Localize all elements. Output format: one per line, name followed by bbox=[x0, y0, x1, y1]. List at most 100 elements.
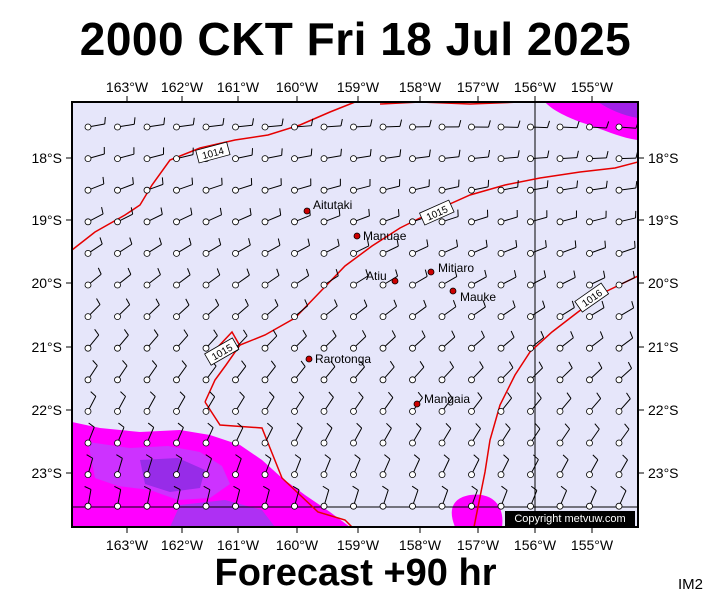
wind-barb-station bbox=[202, 186, 210, 194]
wind-barb-feather bbox=[143, 485, 151, 490]
wind-barb-station bbox=[468, 376, 475, 384]
wind-barb-station bbox=[84, 155, 92, 163]
lat-label: 19°S bbox=[31, 212, 62, 228]
wind-barb-feather bbox=[130, 207, 134, 215]
wind-barb-station bbox=[320, 313, 328, 321]
wind-barb-station bbox=[114, 502, 121, 510]
place-marker-atiu bbox=[391, 277, 399, 285]
wind-barb-feather bbox=[354, 454, 361, 460]
wind-barb-station bbox=[173, 439, 180, 447]
wind-barb-feather bbox=[338, 208, 341, 216]
place-marker-manuae bbox=[353, 232, 361, 240]
wind-barb-feather bbox=[485, 239, 488, 247]
rain-area-northeast-core bbox=[598, 102, 638, 118]
wind-barb-station bbox=[615, 249, 623, 257]
wind-barb-station bbox=[84, 313, 92, 321]
wind-barb-station bbox=[409, 344, 416, 352]
wind-barb-feather bbox=[94, 329, 100, 336]
wind-barb-feather bbox=[590, 485, 597, 492]
wind-barb-feather bbox=[530, 485, 538, 491]
wind-barb-feather bbox=[239, 391, 245, 398]
wind-barb-feather bbox=[213, 329, 218, 336]
wind-barb-feather bbox=[215, 298, 220, 306]
wind-barb-feather bbox=[517, 120, 521, 128]
place-label-atiu: Atiu bbox=[366, 269, 387, 283]
wind-barb-feather bbox=[576, 120, 580, 128]
wind-barb-station bbox=[527, 155, 534, 163]
wind-barb-feather bbox=[324, 454, 331, 460]
wind-barb-feather bbox=[570, 331, 574, 338]
wind-barb-feather bbox=[547, 120, 551, 128]
wind-barb-station bbox=[350, 249, 357, 257]
lon-label: 162°W bbox=[161, 537, 204, 553]
wind-barb-station bbox=[173, 313, 180, 321]
wind-barb-feather bbox=[393, 299, 398, 307]
lon-label: 161°W bbox=[217, 537, 260, 553]
wind-barb-feather bbox=[125, 298, 131, 305]
wind-barb-station bbox=[143, 155, 151, 163]
wind-barb-station bbox=[527, 471, 534, 479]
wind-barb-station bbox=[320, 186, 328, 194]
wind-barb-station bbox=[202, 376, 210, 384]
wind-barb-feather bbox=[102, 176, 105, 184]
wind-barb-feather bbox=[423, 299, 427, 307]
lat-label: 21°S bbox=[31, 339, 62, 355]
lon-label: 162°W bbox=[161, 79, 204, 95]
wind-barb-feather bbox=[310, 118, 314, 126]
wind-barb-station bbox=[143, 502, 151, 510]
wind-barb-station bbox=[556, 186, 564, 194]
wind-barb-station bbox=[173, 281, 180, 289]
wind-barb-station bbox=[468, 281, 475, 289]
wind-barb-station bbox=[586, 407, 593, 415]
wind-barb-station bbox=[291, 218, 298, 226]
wind-barb-feather bbox=[237, 422, 244, 429]
wind-barb-feather bbox=[576, 180, 579, 188]
wind-barb-feather bbox=[328, 391, 334, 398]
wind-barb-feather bbox=[181, 360, 187, 367]
wind-barb-station bbox=[556, 281, 564, 289]
wind-barb-feather bbox=[120, 391, 126, 397]
wind-barb-feather bbox=[153, 329, 159, 336]
wind-barb-station bbox=[556, 249, 564, 257]
wind-barb-feather bbox=[277, 238, 281, 246]
wind-barb-feather bbox=[161, 177, 164, 185]
wind-barb-station bbox=[261, 186, 269, 194]
wind-barb-station bbox=[173, 344, 180, 352]
wind-barb-feather bbox=[96, 298, 101, 305]
wind-barb-feather bbox=[104, 117, 106, 125]
wind-barb-station bbox=[438, 249, 446, 257]
wind-barb-feather bbox=[361, 330, 367, 337]
wind-barb-station bbox=[173, 502, 180, 510]
wind-barb-station bbox=[143, 407, 151, 415]
wind-barb-feather bbox=[545, 240, 547, 248]
wind-barb-feather bbox=[248, 238, 251, 246]
wind-barb-station bbox=[586, 313, 593, 321]
wind-barb-station bbox=[586, 344, 593, 352]
wind-barb-feather bbox=[421, 330, 426, 338]
forecast-label: Forecast +90 hr bbox=[214, 552, 497, 594]
wind-barb-station bbox=[438, 502, 446, 510]
wind-barb-feather bbox=[276, 268, 280, 276]
wind-barb-feather bbox=[505, 423, 511, 430]
wind-barb-station bbox=[409, 123, 416, 131]
lon-label: 159°W bbox=[337, 79, 380, 95]
wind-barb-feather bbox=[326, 422, 333, 429]
wind-barb-feather bbox=[458, 149, 461, 157]
wind-barb-station bbox=[527, 502, 534, 510]
wind-barb-feather bbox=[458, 119, 462, 127]
wind-barb-feather bbox=[188, 237, 192, 245]
wind-barb-station bbox=[143, 376, 151, 384]
wind-barb-feather bbox=[517, 180, 519, 188]
wind-barb-station bbox=[350, 186, 357, 194]
wind-barb-feather bbox=[340, 118, 343, 127]
wind-barb-station bbox=[114, 281, 121, 289]
wind-barb-feather bbox=[513, 270, 517, 278]
lon-label: 156°W bbox=[514, 537, 557, 553]
wind-barb-station bbox=[84, 344, 92, 352]
wind-barb-station bbox=[84, 281, 92, 289]
wind-barb-station bbox=[202, 344, 210, 352]
wind-barb-station bbox=[143, 186, 151, 194]
lon-label: 163°W bbox=[106, 79, 149, 95]
latitude-labels-right: 18°S 19°S 20°S 21°S 22°S 23°S bbox=[648, 150, 679, 481]
